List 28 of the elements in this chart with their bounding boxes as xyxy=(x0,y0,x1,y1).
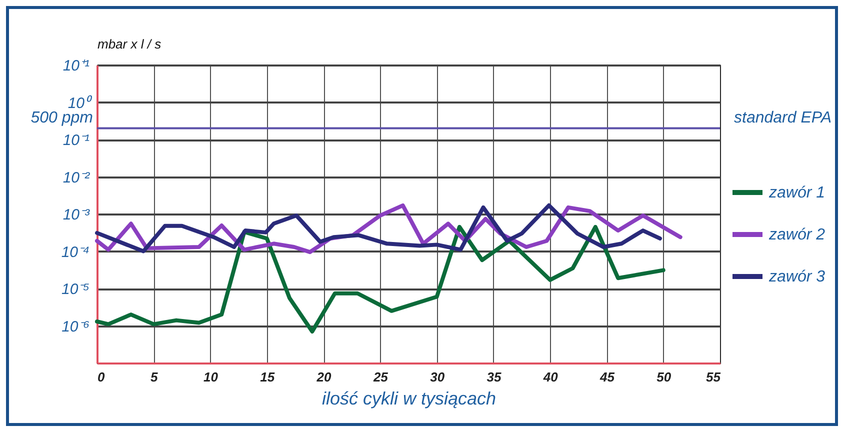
y-tick-label: 10⁰ xyxy=(68,94,92,112)
y-axis-title: mbar x l / s xyxy=(98,36,162,52)
x-tick-label: 0 xyxy=(98,370,106,384)
legend-label: zawór 3 xyxy=(768,268,826,286)
y-tick-label: 10⁻¹ xyxy=(62,132,90,149)
y-tick-label: 10⁻³ xyxy=(62,206,90,224)
x-axis-title: ilość cykli w tysiącach xyxy=(322,388,496,408)
y-tick-label: 10⁻⁶ xyxy=(62,318,90,336)
x-tick-label: 15 xyxy=(260,370,276,384)
legend-label: zawór 2 xyxy=(768,226,826,244)
text: 500 ppm xyxy=(30,109,93,126)
x-tick-label: 45 xyxy=(598,370,616,384)
x-tick-label: 50 xyxy=(656,370,672,384)
y-tick-label: 10⁻⁵ xyxy=(62,281,90,298)
y-tick-label: 10⁺¹ xyxy=(62,58,90,74)
x-tick-label: 25 xyxy=(372,370,389,384)
ref-line-label: standard EPA xyxy=(734,109,832,126)
x-tick-label: 30 xyxy=(430,370,446,384)
x-tick-label: 55 xyxy=(706,370,722,384)
x-tick-label: 40 xyxy=(542,370,559,384)
y-tick-label: 10⁻² xyxy=(62,169,90,186)
y-tick-label: 10⁻⁴ xyxy=(61,244,90,261)
x-tick-label: 20 xyxy=(316,370,332,384)
legend-label: zawór 1 xyxy=(768,184,826,202)
x-tick-label: 35 xyxy=(486,370,502,384)
x-tick-label: 10 xyxy=(204,370,219,384)
line-series xyxy=(95,224,666,334)
x-tick-label: 5 xyxy=(150,370,159,384)
